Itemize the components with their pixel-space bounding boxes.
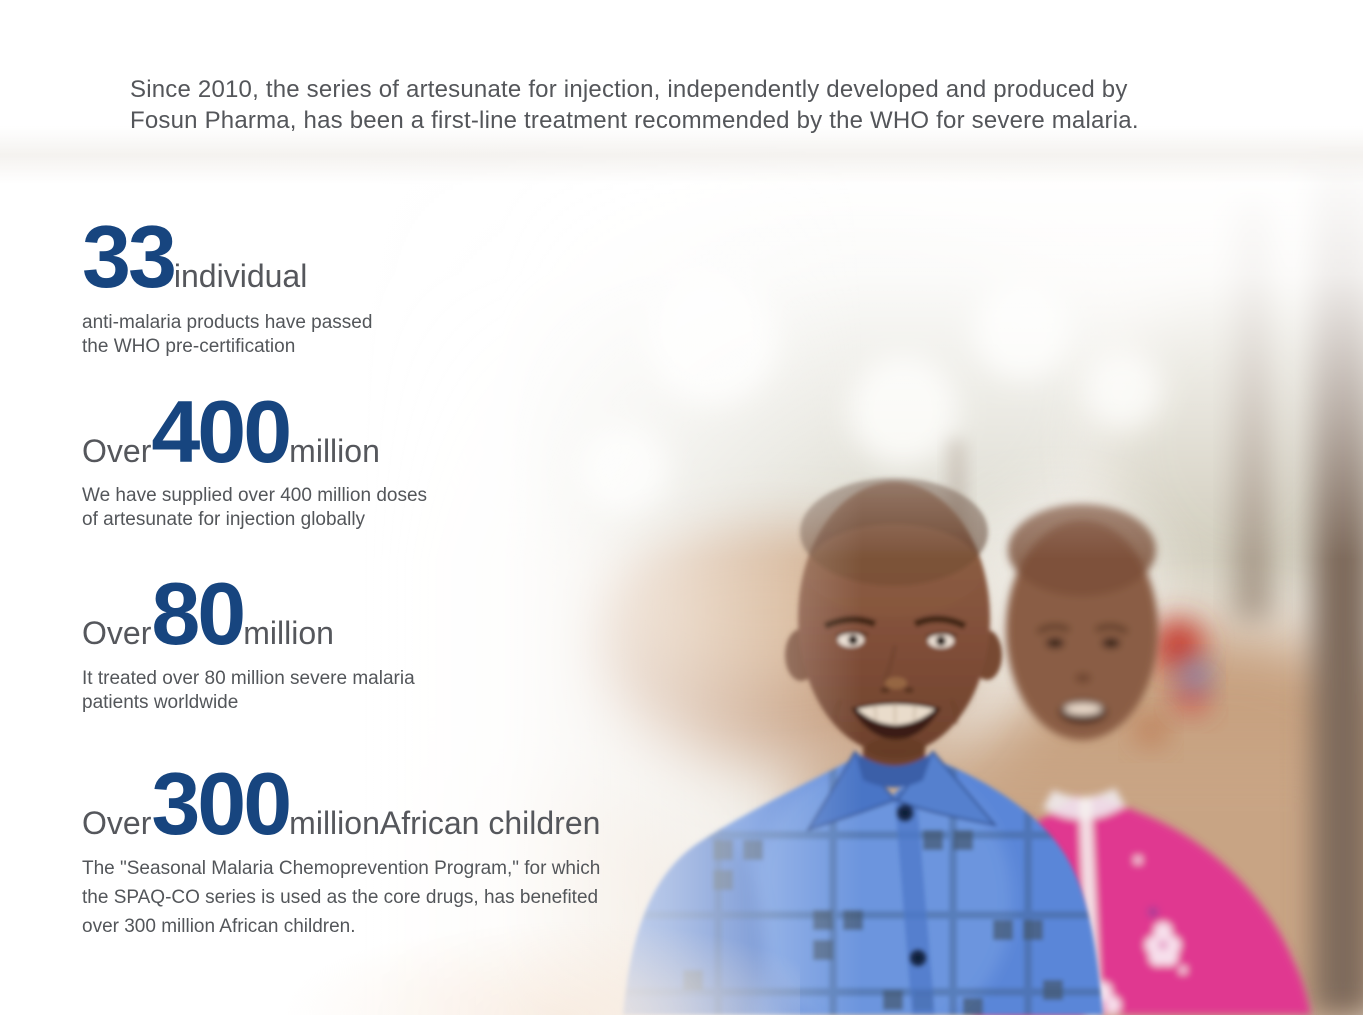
intro-paragraph: Since 2010, the series of artesunate for…	[130, 76, 1139, 134]
stat-patients-headline: Over80million	[82, 570, 334, 658]
stat-doses-prefix: Over	[82, 433, 152, 469]
stat-doses-description: We have supplied over 400 million doses …	[82, 485, 428, 530]
stat-children-prefix: Over	[82, 805, 152, 841]
stat-children-extra: African children	[379, 805, 601, 841]
stat-doses-suffix: million	[289, 433, 380, 469]
stat-patients-description: It treated over 80 million severe malari…	[82, 668, 415, 713]
stat-children-headline: Over300millionAfrican children	[82, 760, 600, 848]
stat-individual-number: 33	[82, 207, 177, 306]
stat-children-suffix: million	[289, 805, 380, 841]
stat-doses-headline: Over400million	[82, 388, 380, 476]
stat-individual-suffix: individual	[173, 258, 308, 294]
stat-children-description: The "Seasonal Malaria Chemoprevention Pr…	[82, 858, 601, 937]
stat-individual-description: anti-malaria products have passed the WH…	[82, 312, 373, 357]
stat-individual-headline: 33individual	[82, 213, 307, 301]
stat-patients-suffix: million	[243, 615, 334, 651]
stat-patients-prefix: Over	[82, 615, 152, 651]
stat-doses-number: 400	[151, 382, 292, 481]
stat-patients-number: 80	[151, 564, 246, 663]
stat-children-number: 300	[151, 754, 292, 853]
